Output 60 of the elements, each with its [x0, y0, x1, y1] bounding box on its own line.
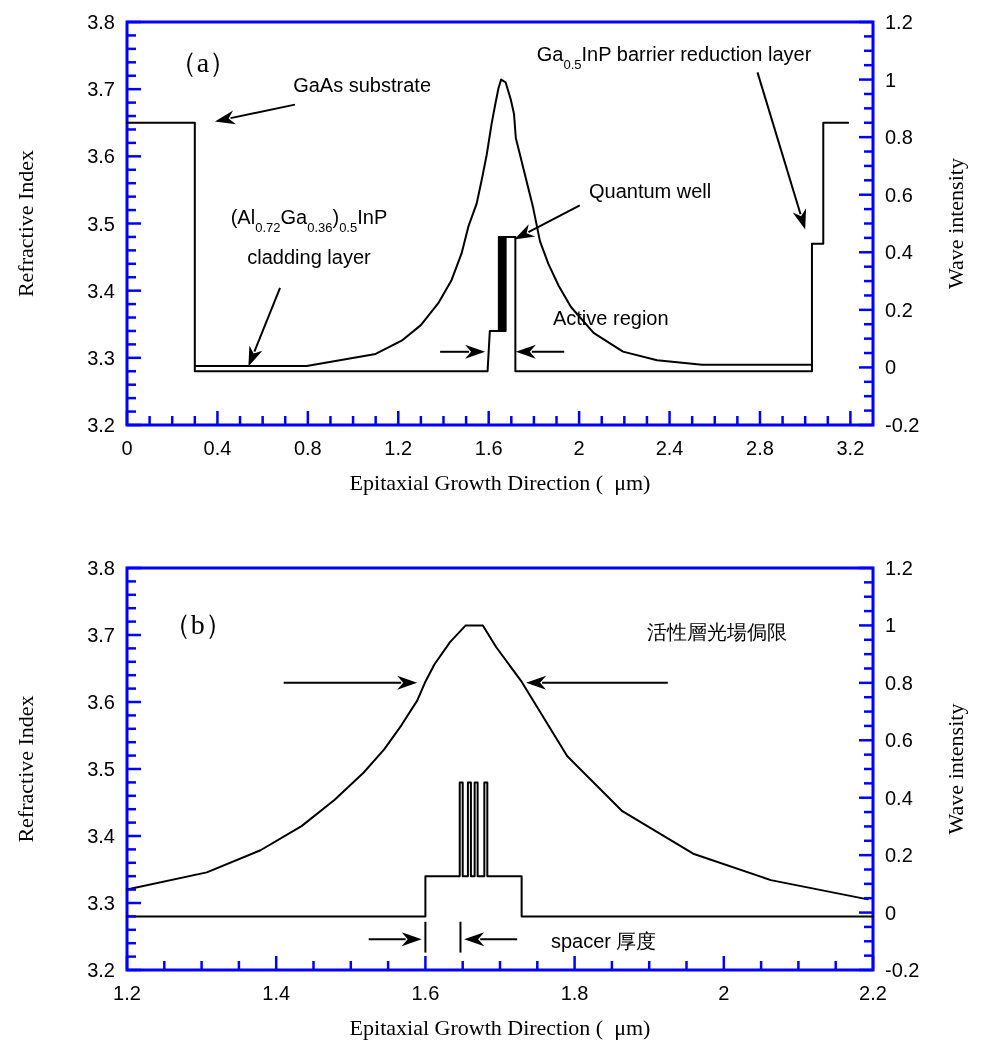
- y2-tick-label: 0.2: [885, 298, 913, 321]
- y2-tick-label: 0.2: [885, 844, 913, 867]
- x-tick-label: 2: [573, 437, 585, 459]
- annotation: cladding layer: [247, 246, 372, 269]
- y2-axis-title: Wave intensity: [943, 158, 968, 289]
- y2-tick-label: 1: [885, 614, 897, 637]
- y2-tick-label: 1.2: [885, 557, 913, 579]
- annotation: 活性層光場侷限: [647, 620, 788, 643]
- y-tick-label: 3.2: [87, 959, 115, 981]
- y-tick-label: 3.5: [87, 758, 115, 780]
- x-tick-label: 3.2: [836, 437, 865, 459]
- annotation: (Al$_{0.72}$Ga$_{0.36}$)$_{0.5}$InP: [230, 205, 388, 235]
- y-tick-label: 3.7: [87, 78, 115, 101]
- y-tick-label: 3.4: [87, 825, 115, 847]
- annotation: Quantum well: [588, 180, 712, 203]
- y-tick-label: 3.6: [87, 691, 115, 713]
- x-tick-label: 2.8: [746, 437, 774, 459]
- x-tick-label: 1.6: [474, 437, 503, 459]
- x-tick-label: 0.8: [293, 437, 322, 459]
- y-tick-label: 3.4: [87, 279, 115, 302]
- y2-axis-title: Wave intensity: [943, 703, 968, 835]
- y-axis-title: Refractive Index: [13, 695, 38, 843]
- y2-tick-label: -0.2: [885, 959, 920, 981]
- annotation: GaAs substrate: [293, 74, 432, 97]
- y-tick-label: 3.8: [87, 557, 115, 579]
- x-tick-label: 2.2: [859, 982, 887, 1004]
- y2-tick-label: 1.2: [885, 11, 913, 33]
- x-tick-label: 1.6: [411, 982, 440, 1004]
- y-tick-label: 3.5: [87, 212, 115, 235]
- y2-tick-label: 0.4: [885, 241, 913, 264]
- x-axis-title: Epitaxial Growth Direction ( μm): [349, 470, 651, 495]
- x-tick-label: 1.4: [262, 982, 291, 1004]
- x-tick-label: 1.2: [113, 982, 141, 1004]
- y2-tick-label: 0.4: [885, 786, 913, 809]
- y2-tick-label: 0.8: [885, 126, 913, 149]
- text: （b）: [162, 609, 233, 641]
- y2-tick-label: 0.8: [885, 671, 913, 694]
- y2-tick-label: 1: [885, 68, 897, 91]
- annotation: spacer 厚度: [550, 929, 657, 952]
- x-tick-label: 0: [121, 437, 133, 459]
- x-tick-label: 2: [718, 982, 730, 1004]
- x-tick-label: 0.4: [203, 437, 232, 459]
- y-tick-label: 3.2: [87, 414, 115, 436]
- y2-tick-label: 0.6: [885, 729, 913, 752]
- x-axis-title: Epitaxial Growth Direction ( μm): [349, 1015, 651, 1040]
- y-tick-label: 3.3: [87, 892, 115, 914]
- y-axis-title: Refractive Index: [13, 149, 38, 298]
- annotation: Ga$_{0.5}$InP barrier reduction layer: [536, 42, 812, 72]
- y2-tick-label: 0: [885, 356, 897, 379]
- x-tick-label: 1.8: [560, 982, 589, 1004]
- y-tick-label: 3.8: [87, 11, 115, 33]
- y-tick-label: 3.7: [87, 624, 115, 646]
- text: （a）: [168, 46, 238, 78]
- y2-tick-label: 0: [885, 901, 897, 924]
- y-tick-label: 3.6: [87, 145, 115, 168]
- x-tick-label: 2.4: [655, 437, 684, 459]
- x-tick-label: 1.2: [384, 437, 413, 459]
- y2-tick-label: 0.6: [885, 183, 913, 206]
- y2-tick-label: -0.2: [885, 414, 920, 436]
- y-tick-label: 3.3: [87, 346, 115, 369]
